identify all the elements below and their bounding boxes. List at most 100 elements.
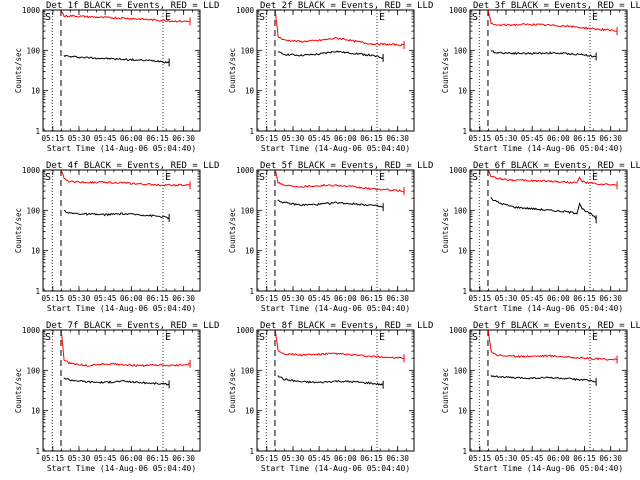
- x-tick-label: 05:45: [308, 454, 331, 463]
- y-tick-label: 1: [249, 287, 254, 296]
- plot-title: Det 3f BLACK = Events, RED = LLD: [473, 1, 640, 11]
- plot-title: Det 5f BLACK = Events, RED = LLD: [260, 161, 433, 171]
- x-axis-label: Start Time (14-Aug-06 05:04:40): [47, 144, 196, 153]
- end-marker: E: [379, 12, 385, 23]
- plot-frame: [42, 329, 201, 452]
- x-tick-label: 06:30: [599, 294, 622, 303]
- x-tick-label: 06:30: [172, 454, 195, 463]
- end-marker: E: [379, 332, 385, 343]
- x-tick-label: 06:00: [334, 134, 357, 143]
- x-tick-label: 06:30: [172, 294, 195, 303]
- x-tick-label: 05:15: [42, 454, 65, 463]
- series-line-lld: [487, 170, 618, 186]
- plot-frame: [256, 329, 415, 452]
- y-tick-label: 1: [35, 127, 40, 136]
- plot-frame: [256, 169, 415, 292]
- series-line-lld: [274, 170, 405, 193]
- x-tick-label: 06:30: [599, 454, 622, 463]
- y-tick-label: 10: [458, 247, 468, 256]
- y-tick-label: 1: [35, 447, 40, 456]
- x-tick-label: 06:30: [386, 134, 409, 143]
- plot-frame: [42, 9, 201, 132]
- plot-panel-p8: Det 8f BLACK = Events, RED = LLD 1 10 100 10…: [228, 321, 433, 473]
- plot-panel-p1: Det 1f BLACK = Events, RED = LLD 1 10 100 10…: [14, 1, 219, 153]
- y-tick-label: 10: [245, 247, 255, 256]
- plot-title: Det 1f BLACK = Events, RED = LLD: [46, 1, 219, 11]
- y-tick-label: 1000: [449, 166, 468, 175]
- series-line-events: [63, 54, 170, 64]
- x-axis-label: Start Time (14-Aug-06 05:04:40): [474, 144, 623, 153]
- y-tick-label: 1: [462, 127, 467, 136]
- y-tick-label: 10: [458, 87, 468, 96]
- x-tick-label: 05:45: [308, 134, 331, 143]
- x-tick-label: 06:00: [547, 454, 570, 463]
- x-axis-label: Start Time (14-Aug-06 05:04:40): [261, 464, 410, 473]
- x-tick-label: 06:15: [146, 294, 169, 303]
- plot-frame: [469, 9, 628, 132]
- series-line-lld: [487, 330, 618, 361]
- x-tick-label: 06:15: [146, 134, 169, 143]
- y-axis-label: Counts/sec: [228, 368, 237, 413]
- y-tick-label: 100: [240, 206, 254, 215]
- plot-panel-p4: Det 4f BLACK = Events, RED = LLD 1 10 100 10…: [14, 161, 219, 313]
- x-axis-label: Start Time (14-Aug-06 05:04:40): [261, 304, 410, 313]
- end-marker: E: [165, 12, 171, 23]
- plot-panel-p6: Det 6f BLACK = Events, RED = LLD 1 10 100 10…: [441, 161, 640, 313]
- y-axis-label: Counts/sec: [14, 368, 23, 413]
- x-tick-label: 06:00: [120, 134, 143, 143]
- y-tick-label: 10: [31, 407, 41, 416]
- x-tick-label: 05:30: [282, 454, 305, 463]
- x-tick-label: 06:00: [334, 454, 357, 463]
- y-axis-label: Counts/sec: [14, 48, 23, 93]
- y-axis-label: Counts/sec: [441, 208, 450, 253]
- y-tick-label: 1: [35, 287, 40, 296]
- x-tick-label: 06:00: [334, 294, 357, 303]
- y-tick-label: 1: [249, 127, 254, 136]
- x-tick-label: 05:15: [256, 134, 279, 143]
- x-tick-label: 06:00: [120, 454, 143, 463]
- x-tick-label: 05:15: [42, 294, 65, 303]
- x-tick-label: 05:45: [521, 134, 544, 143]
- x-tick-label: 05:30: [495, 454, 518, 463]
- plot-panel-p7: Det 7f BLACK = Events, RED = LLD 1 10 100 10…: [14, 321, 219, 473]
- plot-title: Det 7f BLACK = Events, RED = LLD: [46, 321, 219, 331]
- y-tick-label: 1000: [449, 6, 468, 15]
- end-marker: E: [592, 172, 598, 183]
- x-tick-label: 06:15: [360, 454, 383, 463]
- x-tick-label: 06:15: [360, 294, 383, 303]
- end-marker: E: [379, 172, 385, 183]
- x-tick-label: 05:45: [308, 294, 331, 303]
- y-tick-label: 100: [453, 206, 467, 215]
- x-tick-label: 05:30: [282, 134, 305, 143]
- y-tick-label: 100: [453, 46, 467, 55]
- series-line-lld: [487, 10, 618, 32]
- series-line-events: [63, 377, 170, 386]
- plot-title: Det 2f BLACK = Events, RED = LLD: [260, 1, 433, 11]
- x-tick-label: 05:15: [469, 454, 492, 463]
- plot-title: Det 9f BLACK = Events, RED = LLD: [473, 321, 640, 331]
- x-tick-label: 05:15: [469, 134, 492, 143]
- x-tick-label: 06:15: [360, 134, 383, 143]
- x-tick-label: 06:30: [386, 294, 409, 303]
- y-axis-label: Counts/sec: [441, 368, 450, 413]
- y-tick-label: 1000: [22, 166, 41, 175]
- x-tick-label: 05:45: [94, 454, 117, 463]
- x-tick-label: 05:30: [495, 294, 518, 303]
- start-marker: S: [472, 332, 478, 343]
- plot-panel-p5: Det 5f BLACK = Events, RED = LLD 1 10 100 10…: [228, 161, 433, 313]
- x-tick-label: 05:45: [94, 134, 117, 143]
- x-tick-label: 06:30: [172, 134, 195, 143]
- y-tick-label: 1: [249, 447, 254, 456]
- series-line-lld: [60, 10, 191, 23]
- plot-frame: [469, 329, 628, 452]
- plot-title: Det 4f BLACK = Events, RED = LLD: [46, 161, 219, 171]
- x-tick-label: 05:15: [256, 454, 279, 463]
- series-line-events: [277, 375, 384, 386]
- y-axis-label: Counts/sec: [441, 48, 450, 93]
- x-tick-label: 05:45: [521, 454, 544, 463]
- x-tick-label: 06:15: [573, 454, 596, 463]
- series-line-events: [490, 375, 597, 383]
- y-tick-label: 1000: [236, 6, 255, 15]
- x-tick-label: 06:00: [547, 134, 570, 143]
